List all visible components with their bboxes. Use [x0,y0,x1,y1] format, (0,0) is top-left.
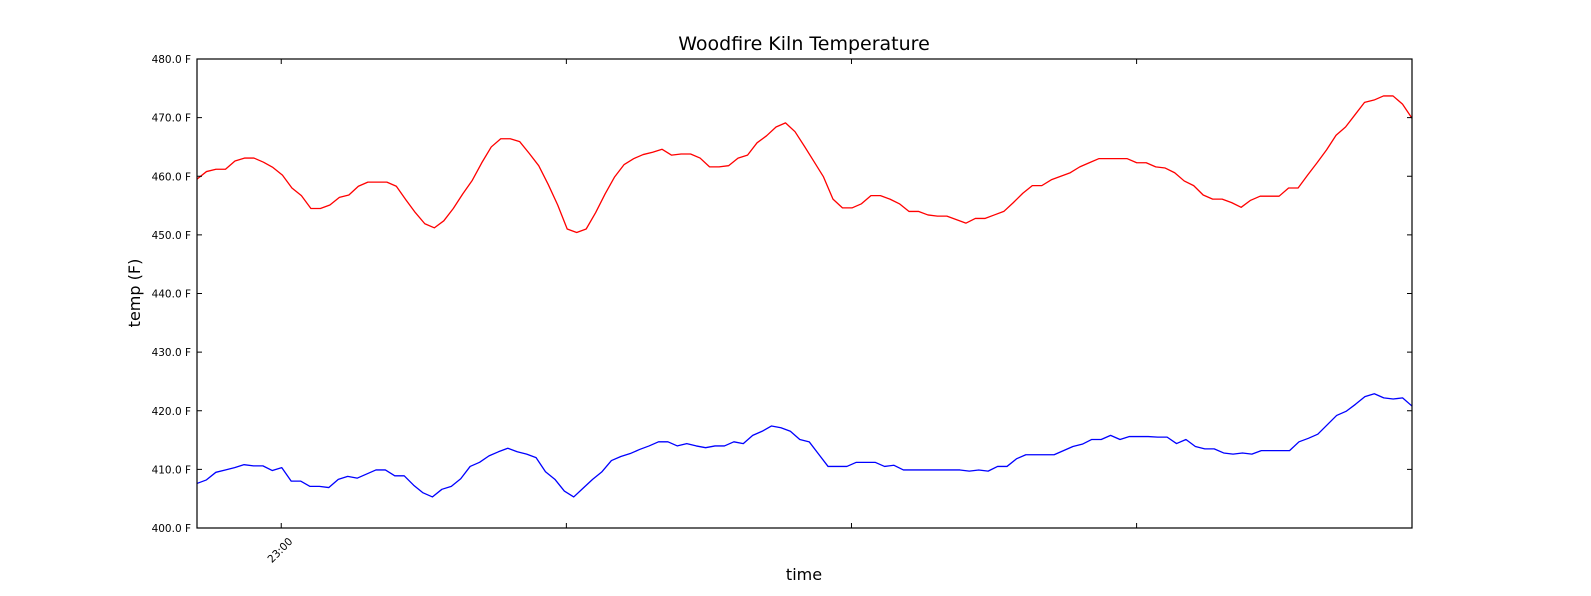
y-tick-label: 480.0 F [152,54,191,66]
series-line-1 [196,95,1413,234]
y-tick-label: 470.0 F [152,113,191,125]
series-line-2 [196,393,1413,498]
chart-title: Woodfire Kiln Temperature [678,33,930,55]
series-layer [196,95,1413,498]
tick-layer: 400.0 F 410.0 F 420.0 F 430.0 F 440.0 F 450.0… [152,54,1412,566]
y-tick-label: 410.0 F [152,464,191,476]
plot-frame [196,58,1413,529]
y-tick-label: 460.0 F [152,171,191,183]
x-axis-label: time [786,565,822,584]
x-tick-label: 23:00 [265,536,295,566]
y-tick-label: 430.0 F [152,347,191,359]
y-tick-label: 420.0 F [152,406,191,418]
y-tick-label: 450.0 F [152,230,191,242]
y-axis-label: temp (F) [125,259,144,328]
y-tick-label: 400.0 F [152,523,191,535]
y-tick-label: 440.0 F [152,289,191,301]
